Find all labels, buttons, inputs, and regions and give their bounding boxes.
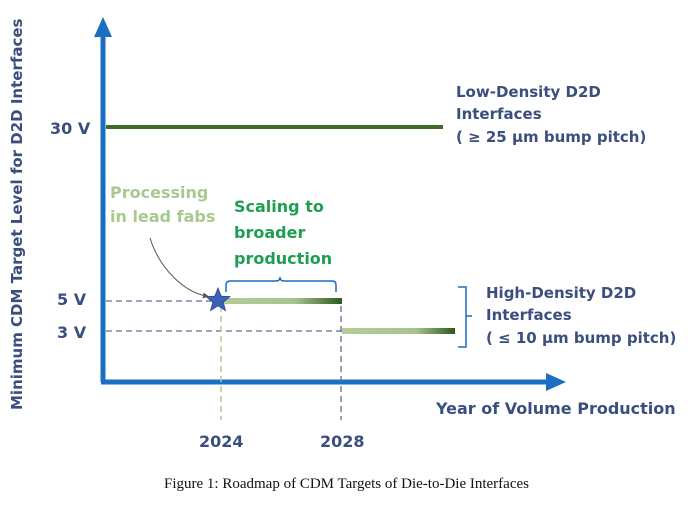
x-axis-arrowhead [546,373,566,391]
y-tick-3v: 3 V [57,323,87,342]
low-density-label: Low-Density D2D Interfaces ( ≥ 25 µm bum… [456,83,646,146]
high-density-brace [458,286,472,348]
x-axis-label: Year of Volume Production [435,399,676,418]
lead-fabs-arrow [149,237,209,299]
y-tick-30v: 30 V [50,119,91,138]
scaling-label: Scaling to broader production [234,197,332,268]
figure-caption: Figure 1: Roadmap of CDM Targets of Die-… [164,476,529,492]
high-density-bar-3v [342,328,455,334]
y-axis-arrowhead [94,17,112,37]
y-tick-5v: 5 V [57,290,87,309]
roadmap-diagram: Minimum CDM Target Level for D2D Interfa… [8,17,676,451]
scaling-brace [225,276,337,292]
x-tick-2028: 2028 [320,432,365,451]
y-axis-label: Minimum CDM Target Level for D2D Interfa… [8,18,26,410]
lead-fabs-label: Processing in lead fabs [110,183,215,226]
high-density-bar-5v [222,298,342,304]
x-tick-2024: 2024 [199,432,244,451]
high-density-label: High-Density D2D Interfaces ( ≤ 10 µm bu… [486,284,676,347]
